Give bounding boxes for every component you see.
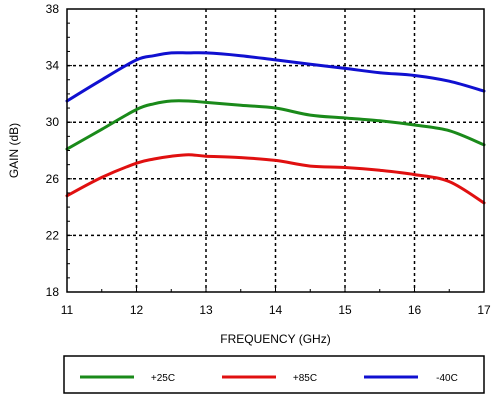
y-tick-label: 18 <box>46 285 60 299</box>
x-tick-label: 11 <box>61 303 74 317</box>
legend-label-minus40c: -40C <box>436 373 458 384</box>
y-tick-label: 26 <box>46 172 60 186</box>
legend-label-plus85c: +85C <box>293 373 317 384</box>
y-tick-label: 34 <box>46 59 60 73</box>
y-tick-label: 30 <box>46 115 60 129</box>
legend-box <box>63 355 485 394</box>
legend: +25C +85C -40C <box>63 355 485 394</box>
series-line-plus25c <box>65 99 486 151</box>
x-tick-label: 12 <box>130 303 144 317</box>
y-tick-label: 38 <box>46 2 60 16</box>
y-axis-label: GAIN (dB) <box>7 123 21 178</box>
grid <box>67 9 484 292</box>
series-line-minus40c <box>65 51 486 103</box>
legend-label-plus25c: +25C <box>151 373 175 384</box>
x-tick-label: 15 <box>338 303 352 317</box>
y-tick-label: 22 <box>46 228 60 242</box>
series-lines <box>65 51 486 205</box>
axis-ticks: 11 12 13 14 15 16 17 18 22 26 30 34 38 <box>46 2 491 317</box>
x-tick-label: 17 <box>477 303 491 317</box>
x-tick-label: 14 <box>269 303 283 317</box>
x-tick-label: 16 <box>408 303 422 317</box>
series-line-plus85c <box>65 153 486 205</box>
x-axis-label: FREQUENCY (GHz) <box>220 332 330 346</box>
x-tick-label: 13 <box>199 303 213 317</box>
